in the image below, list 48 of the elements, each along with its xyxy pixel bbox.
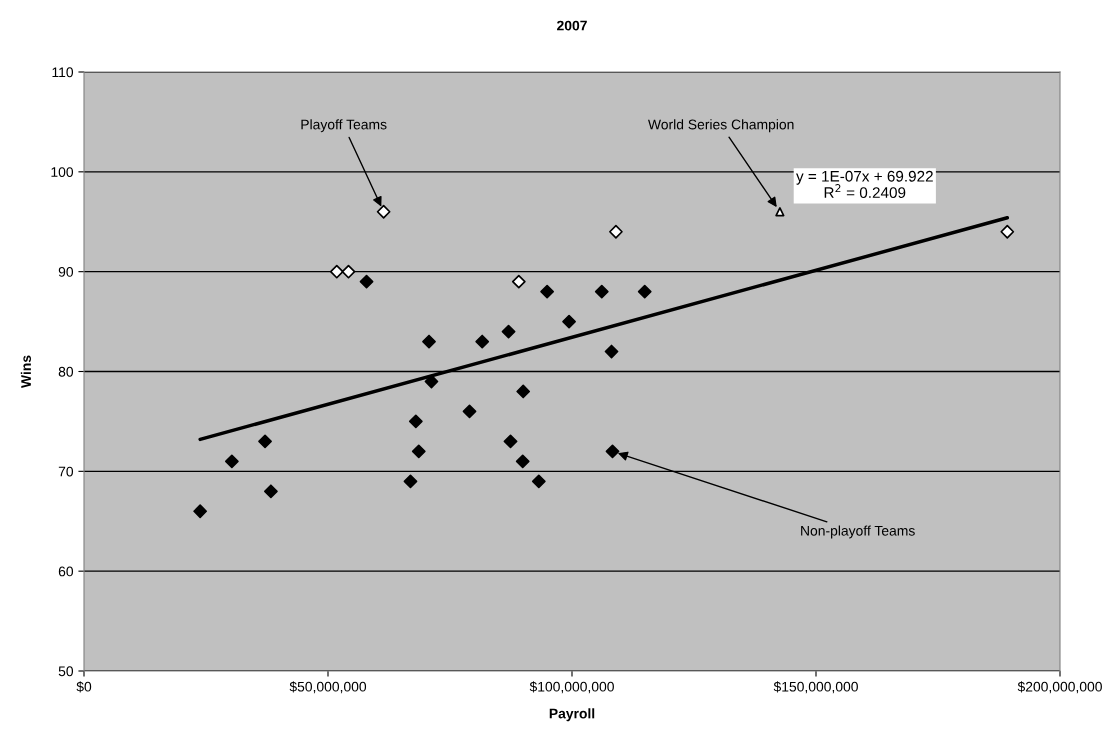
point	[775, 207, 785, 217]
point	[540, 284, 555, 299]
point	[408, 414, 423, 429]
x-tick-label: $100,000,000	[529, 681, 614, 694]
point	[411, 444, 426, 459]
point	[376, 204, 391, 219]
point	[531, 474, 546, 489]
point	[637, 284, 652, 299]
y-tick-label: 70	[58, 466, 74, 477]
point	[359, 274, 374, 289]
y-tick-label: 80	[58, 366, 74, 377]
point	[604, 344, 619, 359]
annotation: Playoff Teams	[301, 119, 387, 133]
annotation: Non-playoff Teams	[801, 525, 915, 539]
x-tick-label: $0	[76, 681, 92, 693]
point	[609, 224, 623, 239]
y-tick-label: 110	[52, 67, 74, 78]
y-tick-label: 50	[58, 666, 74, 677]
y-tick-label: 60	[58, 566, 74, 577]
chart-title: 2007	[557, 20, 587, 31]
x-axis-title: Payroll	[549, 708, 595, 722]
point	[341, 264, 356, 279]
x-tick-label: $150,000,000	[773, 681, 858, 694]
point	[329, 264, 344, 279]
point	[264, 484, 278, 499]
point	[462, 404, 477, 419]
y-tick-label: 90	[58, 267, 74, 277]
point	[562, 314, 576, 329]
annotation: World Series Champion	[648, 119, 794, 133]
point	[422, 334, 436, 349]
point	[594, 284, 609, 299]
y-tick-label: 100	[51, 167, 74, 177]
point	[516, 384, 531, 399]
point	[1000, 224, 1015, 239]
point	[258, 434, 272, 449]
point	[605, 444, 620, 459]
annotation: y = 1E-07x + 69.922 R$^{2}$ = 0.2409	[796, 170, 933, 199]
point	[503, 434, 518, 449]
point	[511, 274, 526, 289]
point	[501, 324, 516, 339]
point	[224, 454, 239, 469]
y-axis-title: Wins	[20, 355, 31, 389]
point	[193, 504, 208, 519]
point	[403, 474, 418, 489]
x-tick-label: $50,000,000	[289, 681, 367, 694]
x-tick-label: $200,000,000	[1017, 681, 1102, 694]
point	[475, 334, 490, 349]
point	[515, 454, 530, 469]
